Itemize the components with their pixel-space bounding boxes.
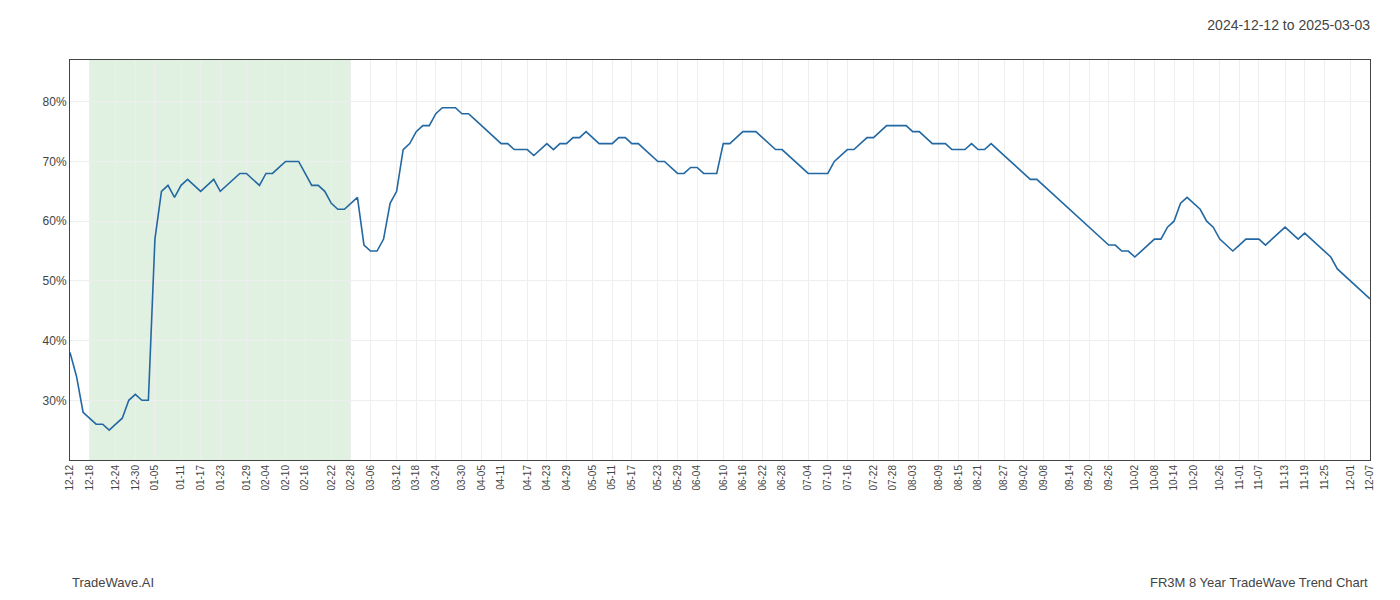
svg-text:TradeWave.AI: TradeWave.AI	[72, 575, 154, 590]
svg-text:01-29: 01-29	[241, 465, 252, 491]
svg-text:08-03: 08-03	[907, 465, 918, 491]
svg-text:11-07: 11-07	[1253, 465, 1264, 490]
svg-text:02-04: 02-04	[260, 465, 271, 491]
svg-text:70%: 70%	[43, 155, 67, 169]
svg-text:02-28: 02-28	[345, 465, 356, 491]
svg-text:12-07: 12-07	[1364, 465, 1375, 491]
svg-text:06-22: 06-22	[757, 465, 768, 491]
svg-text:03-30: 03-30	[456, 465, 467, 491]
svg-text:04-11: 04-11	[495, 465, 506, 490]
svg-text:60%: 60%	[43, 214, 67, 228]
svg-text:01-05: 01-05	[149, 465, 160, 491]
svg-text:08-09: 08-09	[933, 465, 944, 491]
svg-text:04-23: 04-23	[541, 465, 552, 491]
svg-text:06-16: 06-16	[737, 465, 748, 491]
svg-text:07-22: 07-22	[868, 465, 879, 491]
svg-text:09-20: 09-20	[1083, 465, 1094, 491]
svg-text:06-04: 06-04	[691, 465, 702, 491]
svg-text:03-18: 03-18	[410, 465, 421, 491]
svg-text:09-26: 09-26	[1103, 465, 1114, 491]
svg-text:02-10: 02-10	[280, 465, 291, 491]
svg-text:09-08: 09-08	[1038, 465, 1049, 491]
svg-text:11-13: 11-13	[1279, 465, 1290, 490]
svg-text:02-16: 02-16	[299, 465, 310, 491]
svg-text:03-24: 03-24	[430, 465, 441, 491]
svg-text:08-15: 08-15	[953, 465, 964, 491]
svg-text:01-17: 01-17	[195, 465, 206, 491]
svg-text:12-01: 12-01	[1345, 465, 1356, 491]
svg-text:07-10: 07-10	[822, 465, 833, 491]
svg-text:12-12: 12-12	[64, 465, 75, 491]
svg-text:09-14: 09-14	[1064, 465, 1075, 491]
svg-text:2024-12-12 to 2025-03-03: 2024-12-12 to 2025-03-03	[1207, 17, 1370, 33]
svg-text:11-19: 11-19	[1299, 465, 1310, 490]
svg-text:80%: 80%	[43, 95, 67, 109]
svg-text:04-05: 04-05	[476, 465, 487, 491]
svg-text:50%: 50%	[43, 274, 67, 288]
svg-text:11-25: 11-25	[1319, 465, 1330, 490]
svg-text:10-26: 10-26	[1214, 465, 1225, 491]
svg-text:FR3M 8 Year TradeWave Trend Ch: FR3M 8 Year TradeWave Trend Chart	[1150, 575, 1368, 590]
svg-text:12-24: 12-24	[110, 465, 121, 491]
svg-text:10-02: 10-02	[1129, 465, 1140, 491]
svg-text:03-12: 03-12	[391, 465, 402, 491]
svg-text:10-14: 10-14	[1168, 465, 1179, 491]
svg-text:07-04: 07-04	[802, 465, 813, 491]
svg-text:10-08: 10-08	[1149, 465, 1160, 491]
svg-text:03-06: 03-06	[365, 465, 376, 491]
svg-text:09-02: 09-02	[1018, 465, 1029, 491]
svg-text:02-22: 02-22	[326, 465, 337, 491]
svg-text:12-18: 12-18	[84, 465, 95, 491]
svg-text:05-11: 05-11	[606, 465, 617, 490]
svg-text:05-29: 05-29	[672, 465, 683, 491]
svg-text:05-05: 05-05	[587, 465, 598, 491]
svg-text:06-28: 06-28	[776, 465, 787, 491]
svg-text:07-16: 07-16	[842, 465, 853, 491]
svg-text:04-17: 04-17	[522, 465, 533, 491]
svg-text:01-11: 01-11	[175, 465, 186, 490]
svg-text:06-10: 06-10	[718, 465, 729, 491]
svg-text:10-20: 10-20	[1188, 465, 1199, 491]
svg-text:05-23: 05-23	[652, 465, 663, 491]
svg-text:40%: 40%	[43, 334, 67, 348]
svg-text:11-01: 11-01	[1234, 465, 1245, 490]
svg-text:01-23: 01-23	[215, 465, 226, 491]
svg-text:12-30: 12-30	[130, 465, 141, 491]
svg-text:08-21: 08-21	[972, 465, 983, 491]
svg-text:08-27: 08-27	[998, 465, 1009, 491]
svg-text:04-29: 04-29	[561, 465, 572, 491]
svg-text:07-28: 07-28	[887, 465, 898, 491]
svg-text:30%: 30%	[43, 394, 67, 408]
svg-text:05-17: 05-17	[626, 465, 637, 491]
